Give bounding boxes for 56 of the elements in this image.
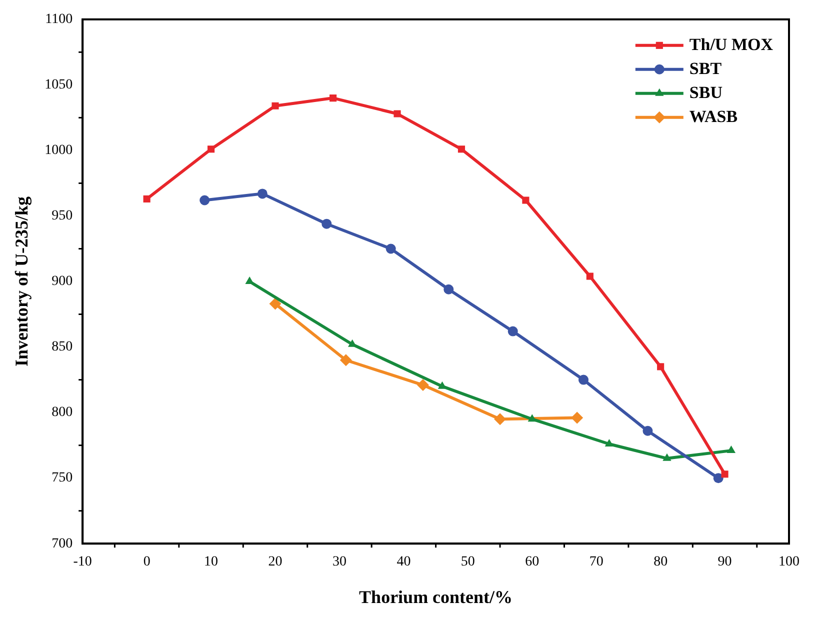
x-tick-label: -10	[73, 554, 92, 570]
point	[528, 414, 536, 422]
y-tick-label: 750	[52, 470, 73, 486]
point	[642, 426, 653, 436]
y-tick-label: 700	[52, 536, 73, 552]
point	[522, 196, 530, 204]
x-axis-title: Thorium content/%	[359, 586, 513, 607]
point	[322, 218, 332, 229]
point	[269, 298, 282, 310]
point	[257, 188, 268, 199]
point	[200, 195, 210, 206]
point	[416, 379, 429, 392]
x-tick-label: 40	[396, 554, 411, 570]
point	[143, 195, 150, 202]
point	[444, 284, 454, 294]
point	[586, 272, 594, 280]
point	[272, 102, 279, 110]
point	[657, 363, 664, 370]
x-tick-label: 70	[589, 554, 604, 570]
point	[208, 146, 215, 153]
point	[494, 413, 506, 426]
legend-label: SBU	[689, 82, 722, 102]
y-tick-label: 900	[52, 274, 73, 290]
legend-label: Th/U MOX	[689, 34, 774, 54]
point	[713, 473, 724, 484]
x-tick-label: 100	[778, 554, 800, 570]
x-tick-label: 20	[268, 554, 282, 570]
point	[508, 326, 518, 336]
y-tick-label: 850	[52, 340, 73, 355]
point	[721, 470, 728, 478]
x-tick-label: 90	[718, 554, 732, 570]
point	[245, 276, 254, 284]
x-tick-label: 50	[460, 554, 475, 570]
y-tick-label: 1000	[44, 143, 73, 158]
y-tick-label: 1050	[44, 78, 73, 93]
point	[340, 354, 352, 366]
point	[571, 412, 584, 424]
point	[604, 439, 614, 446]
y-axis-title: Inventory of U-235/kg	[11, 196, 32, 366]
x-tick-label: 0	[143, 554, 150, 570]
x-tick-label: 80	[654, 554, 668, 570]
y-tick-label: 1100	[45, 12, 73, 28]
x-tick-label: 30	[332, 554, 346, 570]
y-tick-label: 800	[52, 405, 73, 420]
x-tick-label: 60	[525, 554, 540, 570]
point	[458, 146, 466, 153]
point	[726, 446, 736, 454]
legend-label: SBT	[689, 58, 722, 78]
point	[386, 244, 396, 254]
point	[662, 453, 672, 461]
point	[578, 374, 588, 385]
point	[394, 110, 401, 118]
x-tick-label: 10	[204, 554, 218, 570]
legend-label: WASB	[689, 106, 738, 126]
y-tick-label: 950	[52, 208, 73, 224]
point	[330, 94, 337, 102]
